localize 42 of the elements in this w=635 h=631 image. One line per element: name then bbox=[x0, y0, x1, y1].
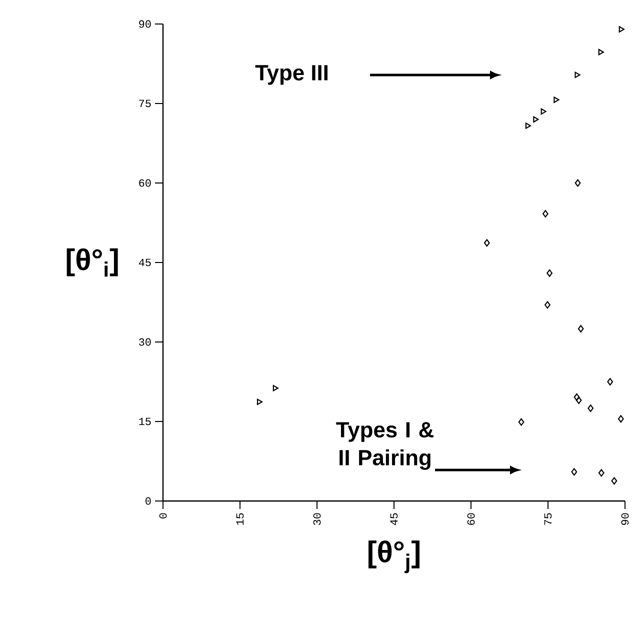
y-tick-label: 75 bbox=[139, 100, 151, 108]
x-tick-label: 45 bbox=[390, 513, 398, 526]
annotation: Types I & II Pairing bbox=[336, 422, 434, 470]
point bbox=[574, 72, 580, 78]
point bbox=[554, 96, 560, 103]
x-tick-label: 90 bbox=[621, 513, 629, 525]
point bbox=[540, 108, 546, 115]
y-tick-label: 60 bbox=[139, 179, 151, 187]
y-tick-label: 30 bbox=[139, 338, 151, 346]
point bbox=[546, 269, 552, 277]
point bbox=[618, 415, 624, 423]
y-tick-label: 45 bbox=[138, 258, 151, 266]
point bbox=[618, 26, 624, 32]
point bbox=[574, 179, 581, 187]
x-tick-label: 30 bbox=[313, 513, 321, 525]
point bbox=[598, 469, 604, 477]
point bbox=[598, 48, 604, 56]
x-tick-label: 60 bbox=[467, 513, 475, 525]
y-tick-label: 0 bbox=[146, 497, 151, 505]
point bbox=[588, 404, 594, 412]
x-tick-label: 15 bbox=[236, 513, 244, 525]
point bbox=[542, 210, 548, 218]
point bbox=[574, 393, 580, 401]
point bbox=[484, 239, 490, 247]
point bbox=[256, 398, 263, 406]
point bbox=[607, 378, 614, 386]
point bbox=[578, 325, 584, 332]
point bbox=[571, 468, 578, 476]
annotation: Type III bbox=[255, 65, 328, 85]
point bbox=[272, 384, 278, 392]
point bbox=[611, 477, 618, 485]
point bbox=[525, 122, 531, 129]
x-axis-title: [θ°$_{j}$] bbox=[368, 540, 420, 574]
y-tick-label: 90 bbox=[139, 20, 151, 28]
x-tick-label: 75 bbox=[544, 513, 552, 525]
x-tick-label: 0 bbox=[159, 513, 167, 518]
point bbox=[576, 396, 582, 404]
y-axis-title: [θ°$_{i}$] bbox=[66, 248, 118, 277]
point bbox=[533, 116, 539, 123]
point bbox=[544, 301, 550, 309]
y-tick-label: 15 bbox=[139, 418, 151, 426]
point bbox=[518, 418, 524, 426]
